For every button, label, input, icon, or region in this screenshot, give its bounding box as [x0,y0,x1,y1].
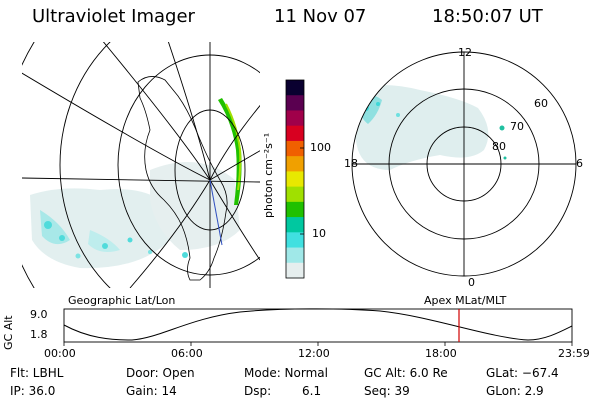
date-label: 11 Nov 07 [274,6,367,27]
apex-caption: Apex MLat/MLT [424,294,507,307]
altitude-ytick-9: 9.0 [30,308,48,321]
colorbar-segment [286,125,304,142]
colorbar-segment [286,156,304,172]
dsp-label: Dsp: [244,384,272,398]
gain-info: Gain: 14 [126,384,177,398]
colorbar-segment [286,217,304,233]
altitude-panel [63,308,573,346]
terminator-line [209,179,223,246]
colorbar-segment [286,232,304,249]
colorbar-label: photon cm⁻²s⁻¹ [262,132,275,218]
time-label: 18:50:07 UT [432,6,543,27]
gc-alt-info: GC Alt: 6.0 Re [364,366,448,380]
time-tick-0600: 06:00 [171,347,203,360]
colorbar-segment [286,247,304,264]
dsp-value: 6.1 [302,384,322,398]
mlt-label-6: 6 [576,157,583,170]
time-tick-0000: 00:00 [44,347,76,360]
altitude-ytick-1-8: 1.8 [30,328,48,341]
altitude-ylabel: GC Alt [2,315,15,350]
colorbar-segment [286,201,304,218]
colorbar-tick-10: 10 [312,227,326,240]
colorbar-segment [286,186,304,203]
colorbar-segment [286,140,304,157]
time-tick-1200: 12:00 [298,347,330,360]
colorbar-segment [286,262,304,279]
colorbar [286,80,304,279]
colorbar-segment [286,171,304,188]
mlt-label-12: 12 [458,46,472,59]
mlat-label-70: 70 [510,120,524,133]
colorbar-segment [286,80,304,96]
geographic-caption: Geographic Lat/Lon [68,294,176,307]
mode-info: Mode: Normal [244,366,328,380]
mlt-label-18: 18 [344,157,358,170]
time-tick-1800: 18:00 [425,347,457,360]
glat-info: GLat: −67.4 [486,366,559,380]
colorbar-segment [286,95,304,111]
mlat-label-80: 80 [492,140,506,153]
geographic-map [22,42,260,288]
aurora-arc [218,98,242,205]
seq-info: Seq: 39 [364,384,410,398]
lat-lon-grid [22,42,260,288]
mlt-label-0: 0 [468,276,475,289]
polar-grid [351,51,577,277]
instrument-title: Ultraviolet Imager [32,6,195,27]
glon-info: GLon: 2.9 [486,384,544,398]
mlat-label-60: 60 [534,97,548,110]
colorbar-tick-100: 100 [310,141,331,154]
ip-info: IP: 36.0 [10,384,56,398]
altitude-curve [63,308,573,341]
door-info: Door: Open [126,366,195,380]
filter-info: Flt: LBHL [10,366,64,380]
time-tick-2359: 23:59 [558,347,590,360]
polar-map [351,51,577,277]
colorbar-segment [286,110,304,127]
